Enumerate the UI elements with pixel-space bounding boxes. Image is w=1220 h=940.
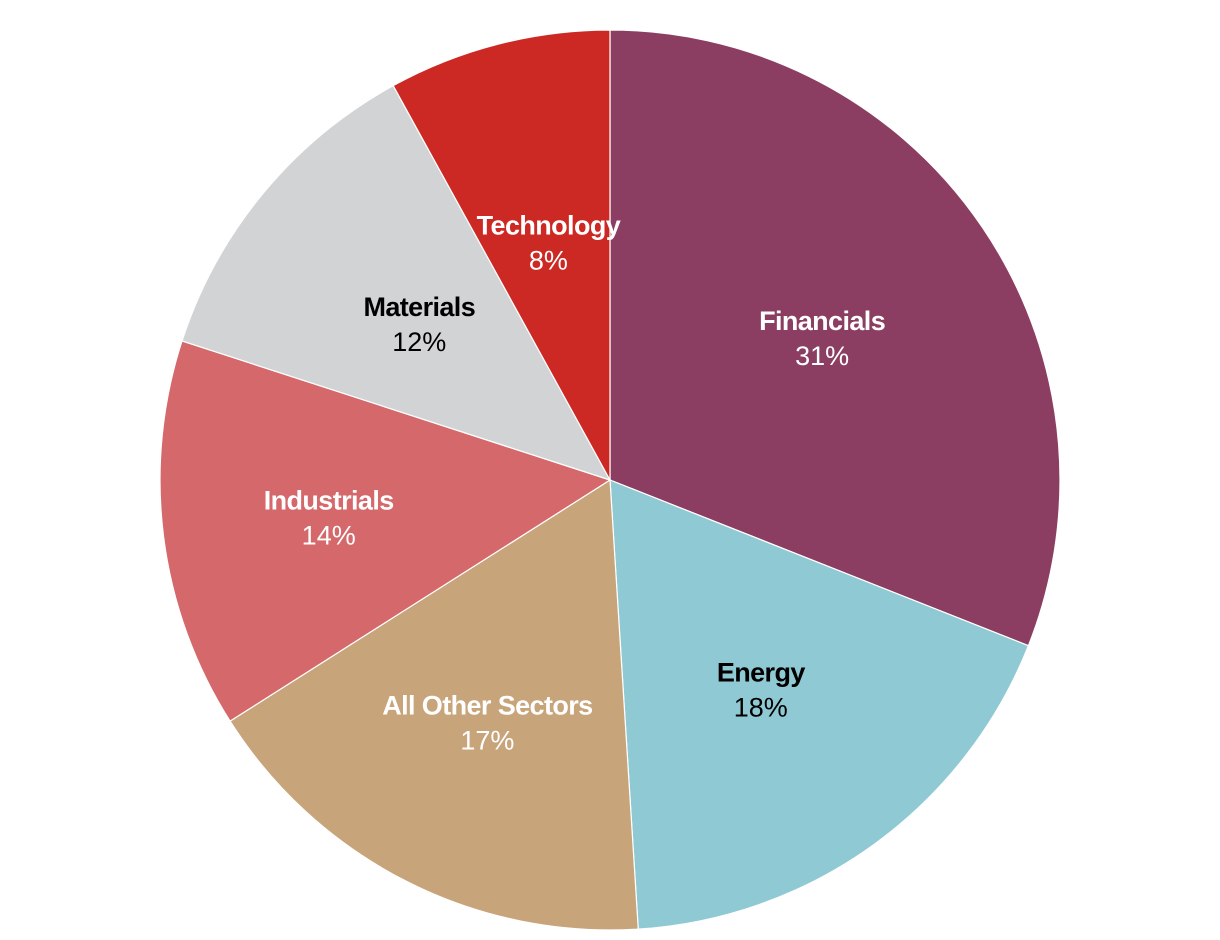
pie-slices [159,29,1061,931]
pie-labels: Financials 31% Energy 18% All Other Sectors 1… [264,210,886,756]
slice-value-all-other-sectors: 17% [460,726,514,756]
slice-label-all-other-sectors: All Other Sectors [382,691,592,721]
slice-all-other-sectors [229,478,639,931]
slice-label-industrials: Industrials [264,486,394,516]
slice-value-financials: 31% [795,341,849,371]
slice-financials [609,29,1061,647]
slice-value-industrials: 14% [302,521,356,551]
slice-materials [181,84,612,482]
slice-industrials [159,340,612,722]
slice-value-materials: 12% [392,327,446,357]
slice-value-technology: 8% [529,245,568,275]
slice-label-financials: Financials [759,306,885,336]
slice-label-technology: Technology [477,210,621,240]
slice-label-energy: Energy [717,658,806,688]
slice-value-energy: 18% [734,693,788,723]
slice-technology [392,29,611,481]
slice-label-materials: Materials [363,292,475,322]
slice-energy [609,479,1030,930]
